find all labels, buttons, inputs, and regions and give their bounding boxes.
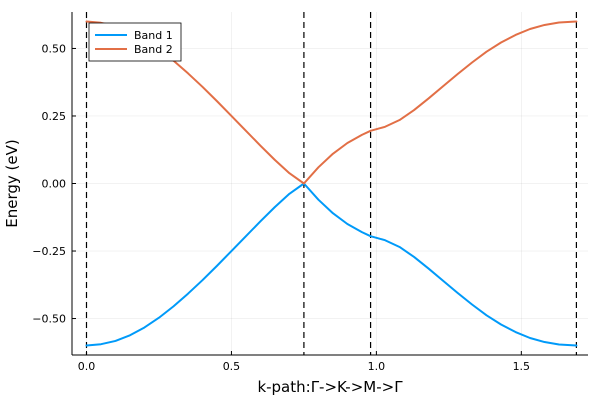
y-tick-label-1: −0.25 <box>32 245 66 258</box>
y-tick-label-4: 0.50 <box>42 42 67 55</box>
y-axis-label: Energy (eV) <box>3 139 21 227</box>
y-tick-label-3: 0.25 <box>42 110 67 123</box>
legend-label-2: Band 2 <box>134 43 173 56</box>
x-tick-label-2: 1.0 <box>368 360 386 373</box>
y-tick-label-0: −0.50 <box>32 313 66 326</box>
legend-label-1: Band 1 <box>134 29 173 42</box>
x-tick-label-1: 0.5 <box>223 360 241 373</box>
tick-labels: 0.0 0.5 1.0 1.5 −0.50 −0.25 0.00 0.25 0.50 <box>32 42 530 373</box>
series-line-1 <box>85 182 578 347</box>
x-tick-label-3: 1.5 <box>513 360 531 373</box>
x-tick-label-0: 0.0 <box>78 360 96 373</box>
y-tick-label-2: 0.00 <box>42 178 67 191</box>
x-axis-label: k-path:Γ->K->M->Γ <box>257 378 403 396</box>
legend-box <box>88 22 182 62</box>
